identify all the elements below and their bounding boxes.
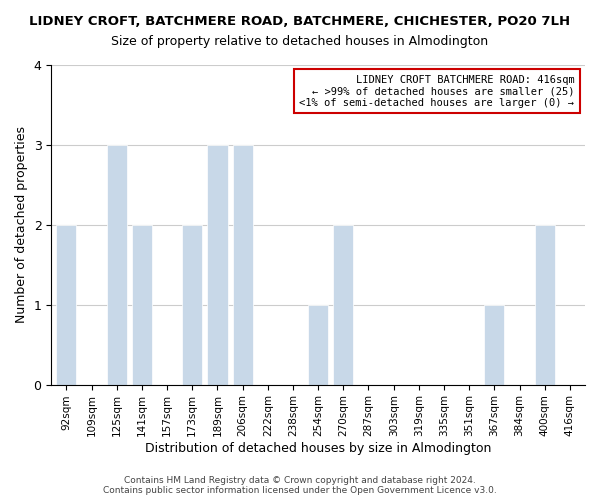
Text: Size of property relative to detached houses in Almodington: Size of property relative to detached ho… [112, 35, 488, 48]
Bar [132, 225, 152, 384]
Bar [56, 225, 76, 384]
Text: LIDNEY CROFT, BATCHMERE ROAD, BATCHMERE, CHICHESTER, PO20 7LH: LIDNEY CROFT, BATCHMERE ROAD, BATCHMERE,… [29, 15, 571, 28]
Bar [333, 225, 353, 384]
Bar [107, 145, 127, 384]
Text: LIDNEY CROFT BATCHMERE ROAD: 416sqm
← >99% of detached houses are smaller (25)
<: LIDNEY CROFT BATCHMERE ROAD: 416sqm ← >9… [299, 74, 574, 108]
Text: Contains HM Land Registry data © Crown copyright and database right 2024.
Contai: Contains HM Land Registry data © Crown c… [103, 476, 497, 495]
Bar [182, 225, 202, 384]
Bar [535, 225, 555, 384]
Bar [308, 304, 328, 384]
Y-axis label: Number of detached properties: Number of detached properties [15, 126, 28, 324]
Bar [233, 145, 253, 384]
X-axis label: Distribution of detached houses by size in Almodington: Distribution of detached houses by size … [145, 442, 491, 455]
Bar [484, 304, 505, 384]
Bar [208, 145, 227, 384]
